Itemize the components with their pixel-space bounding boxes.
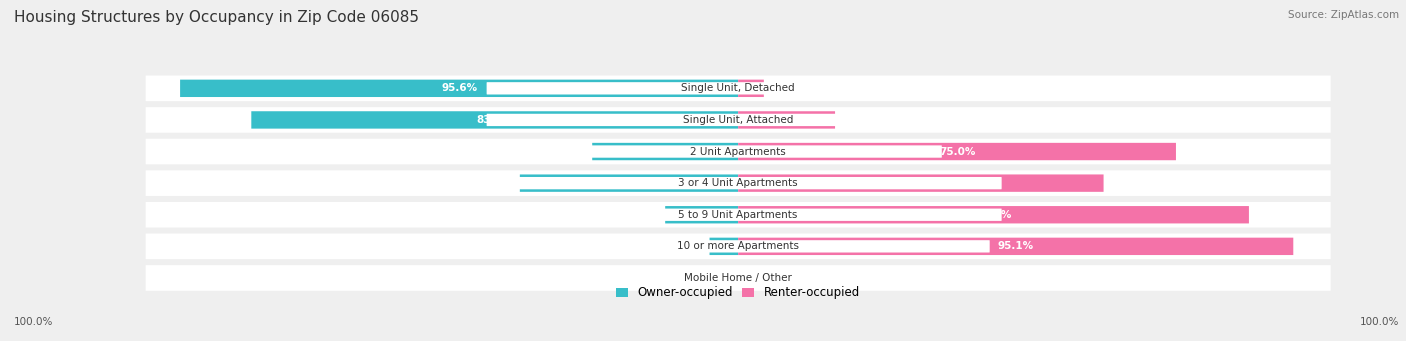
FancyBboxPatch shape [252,111,738,129]
FancyBboxPatch shape [520,175,738,192]
Text: 5 to 9 Unit Apartments: 5 to 9 Unit Apartments [679,210,797,220]
FancyBboxPatch shape [510,272,966,284]
Text: 4.9%: 4.9% [675,241,700,251]
Text: 25.0%: 25.0% [647,147,683,157]
FancyBboxPatch shape [534,145,942,158]
Text: Single Unit, Detached: Single Unit, Detached [682,83,794,93]
FancyBboxPatch shape [475,177,1001,189]
FancyBboxPatch shape [738,175,1104,192]
FancyBboxPatch shape [486,240,990,253]
FancyBboxPatch shape [146,75,1330,101]
Text: 95.6%: 95.6% [441,83,477,93]
FancyBboxPatch shape [146,265,1330,291]
FancyBboxPatch shape [146,139,1330,164]
FancyBboxPatch shape [486,114,990,126]
FancyBboxPatch shape [592,143,738,160]
FancyBboxPatch shape [486,82,990,94]
FancyBboxPatch shape [180,80,738,97]
Text: 75.0%: 75.0% [939,147,976,157]
Text: 87.5%: 87.5% [976,210,1012,220]
FancyBboxPatch shape [738,111,835,129]
Text: Single Unit, Attached: Single Unit, Attached [683,115,793,125]
FancyBboxPatch shape [738,80,763,97]
FancyBboxPatch shape [738,238,1294,255]
Text: 83.4%: 83.4% [477,115,513,125]
FancyBboxPatch shape [710,238,738,255]
Text: Housing Structures by Occupancy in Zip Code 06085: Housing Structures by Occupancy in Zip C… [14,10,419,25]
Text: Source: ZipAtlas.com: Source: ZipAtlas.com [1288,10,1399,20]
Text: 100.0%: 100.0% [1360,317,1399,327]
FancyBboxPatch shape [146,170,1330,196]
FancyBboxPatch shape [146,234,1330,259]
Text: 4.4%: 4.4% [772,83,799,93]
Text: 62.6%: 62.6% [903,178,939,188]
Legend: Owner-occupied, Renter-occupied: Owner-occupied, Renter-occupied [616,286,860,299]
Text: 100.0%: 100.0% [14,317,53,327]
Text: 16.6%: 16.6% [769,115,804,125]
FancyBboxPatch shape [475,209,1001,221]
FancyBboxPatch shape [146,202,1330,227]
Text: 3 or 4 Unit Apartments: 3 or 4 Unit Apartments [678,178,799,188]
Text: 95.1%: 95.1% [998,241,1033,251]
Text: 10 or more Apartments: 10 or more Apartments [678,241,799,251]
FancyBboxPatch shape [738,143,1175,160]
Text: 12.5%: 12.5% [623,210,657,220]
Text: 2 Unit Apartments: 2 Unit Apartments [690,147,786,157]
FancyBboxPatch shape [738,206,1249,223]
FancyBboxPatch shape [146,107,1330,133]
Text: 37.4%: 37.4% [610,178,647,188]
Text: Mobile Home / Other: Mobile Home / Other [685,273,792,283]
FancyBboxPatch shape [665,206,738,223]
